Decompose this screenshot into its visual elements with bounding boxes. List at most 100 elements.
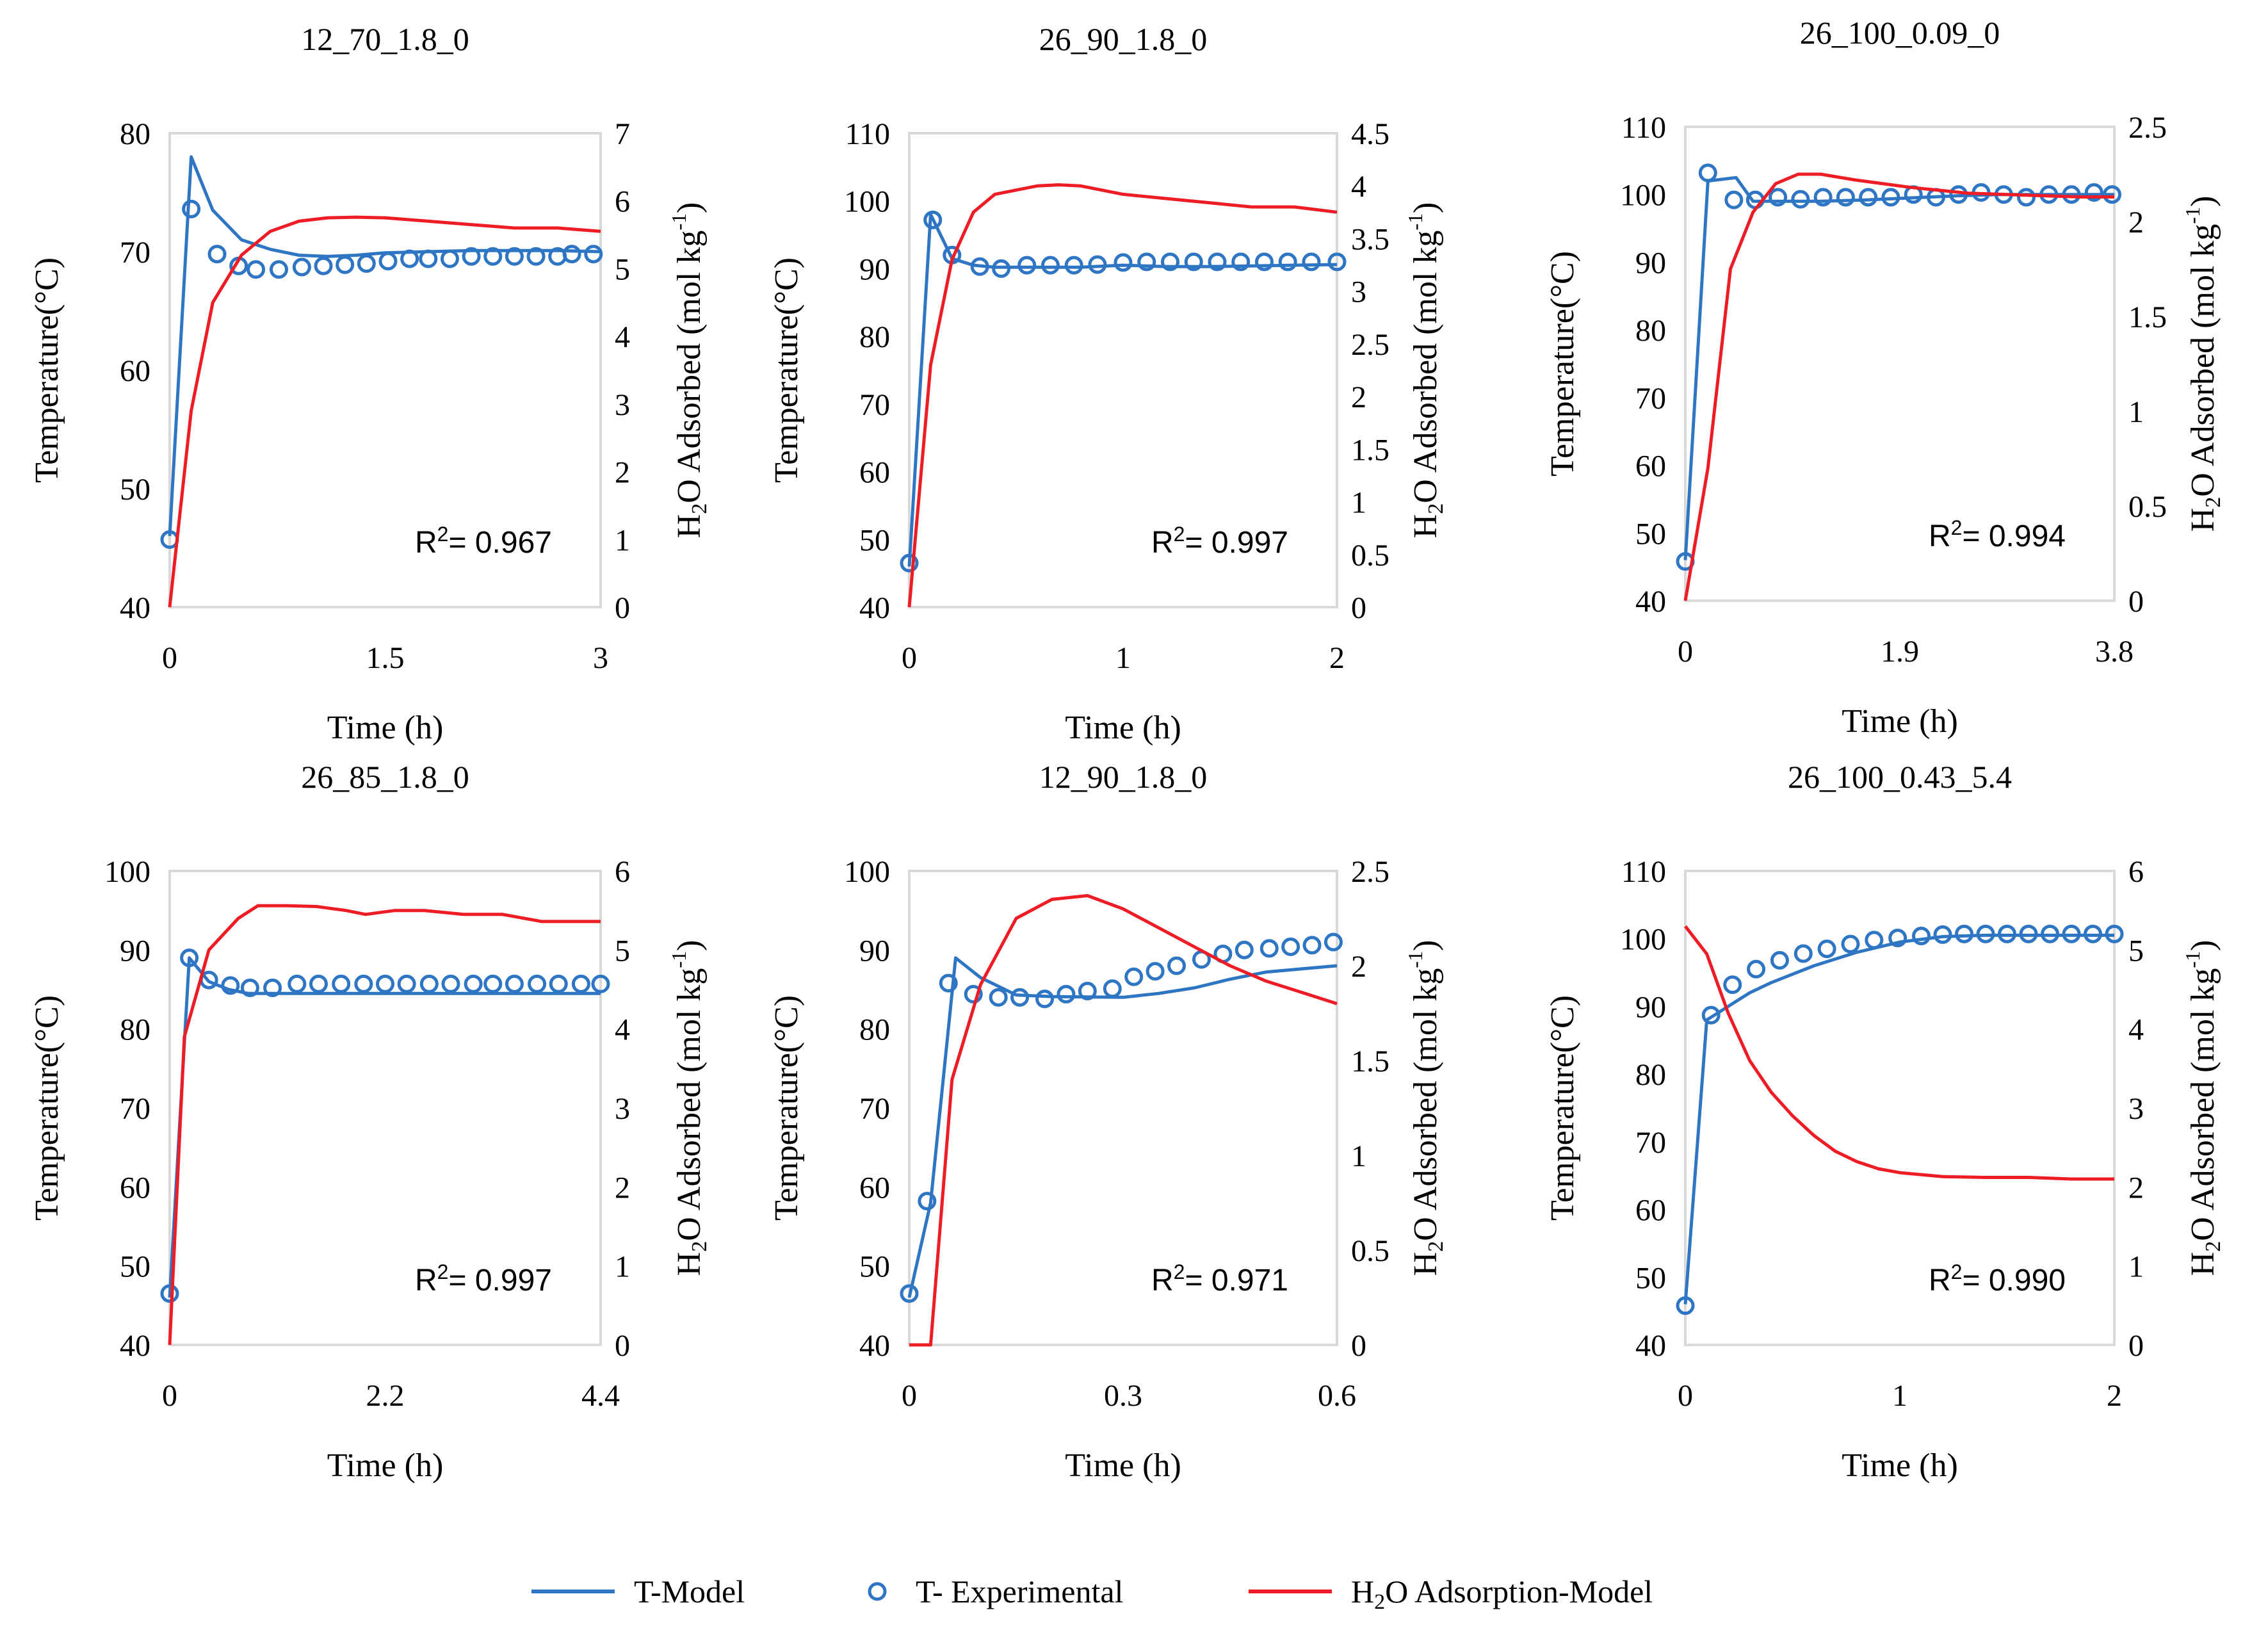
experimental-point xyxy=(464,974,483,993)
experimental-point xyxy=(1208,252,1227,272)
x-tick-label: 1 xyxy=(1115,641,1131,675)
experimental-point xyxy=(2084,183,2103,202)
y-tick-label: 80 xyxy=(1635,1058,1666,1092)
legend-line-icon xyxy=(1249,1590,1332,1593)
y-tick-label: 60 xyxy=(859,1171,890,1205)
y-tick-label: 70 xyxy=(1635,1126,1666,1160)
experimental-point xyxy=(182,199,201,218)
chart-panel-3: 26_100_0.09_0 40 50 60 70 80 90 100 110 0 0.5 1 1.5 2… xyxy=(1544,15,2225,740)
y-tick-label: 80 xyxy=(120,117,150,151)
experimental-point xyxy=(483,974,503,993)
y-tick-label: 40 xyxy=(1635,1329,1666,1363)
experimental-point xyxy=(440,249,459,268)
experimental-point xyxy=(357,254,376,273)
y2-tick-label: 2 xyxy=(1351,950,1366,984)
y-tick-label: 60 xyxy=(1635,1194,1666,1228)
t-model-line xyxy=(168,155,601,537)
plot-frame xyxy=(168,870,602,1346)
plot-frame xyxy=(908,132,1338,608)
legend-item-h2o-model: H2O Adsorption-Model xyxy=(1249,1563,1653,1620)
experimental-point xyxy=(1813,188,1833,207)
y-tick-label: 50 xyxy=(1635,1261,1666,1295)
y2-tick-label: 7 xyxy=(615,117,630,151)
x-tick-label: 0 xyxy=(162,641,177,675)
experimental-point xyxy=(1184,252,1203,272)
y-tick-label: 40 xyxy=(859,591,890,625)
experimental-point xyxy=(1676,1296,1695,1315)
experimental-point xyxy=(1041,256,1060,275)
experimental-point xyxy=(1010,988,1030,1007)
chart-title: 26_90_1.8_0 xyxy=(1039,21,1208,57)
experimental-point xyxy=(584,245,603,264)
chart-panel-2: 26_90_1.8_040506070809010011000.511.522.… xyxy=(768,21,1448,746)
experimental-point xyxy=(505,247,524,266)
experimental-point xyxy=(1302,936,1322,955)
experimental-point xyxy=(462,247,481,266)
plot-frame xyxy=(1684,870,2116,1346)
experimental-point xyxy=(549,974,568,993)
y-tick-label: 100 xyxy=(1620,179,1666,213)
y2-axis-label: H2O Adsorbed (mol kg-1) xyxy=(2181,940,2225,1276)
x-tick-label: 3 xyxy=(593,641,608,675)
experimental-point xyxy=(1859,188,1878,207)
y-tick-label: 60 xyxy=(1635,450,1666,484)
experimental-point xyxy=(376,974,394,993)
experimental-point xyxy=(1114,253,1133,272)
r-squared-label: R2= 0.990 xyxy=(1929,1260,2066,1297)
experimental-point xyxy=(571,974,590,993)
y2-axis-label: H2O Adsorbed (mol kg-1) xyxy=(1404,202,1448,539)
experimental-point xyxy=(160,1284,179,1303)
y2-tick-label: 3 xyxy=(615,388,630,422)
y2-tick-label: 2.5 xyxy=(2128,111,2167,145)
y2-tick-label: 1 xyxy=(1351,486,1366,520)
y2-tick-label: 0 xyxy=(615,591,630,625)
y-tick-label: 60 xyxy=(859,456,890,490)
experimental-point xyxy=(1064,256,1083,275)
y2-tick-label: 1 xyxy=(1351,1139,1366,1173)
y2-tick-label: 4 xyxy=(615,320,630,354)
y-tick-label: 90 xyxy=(1635,246,1666,280)
y2-tick-label: 2 xyxy=(615,456,630,490)
experimental-point xyxy=(400,249,419,268)
y-tick-label: 110 xyxy=(1621,111,1666,145)
experimental-point xyxy=(1865,931,1884,950)
y-tick-label: 90 xyxy=(1635,990,1666,1024)
experimental-point xyxy=(180,948,199,968)
y2-axis-label: H2O Adsorbed (mol kg-1) xyxy=(2181,196,2225,532)
experimental-point xyxy=(2102,185,2121,204)
y2-tick-label: 2.5 xyxy=(1351,855,1389,889)
experimental-point xyxy=(314,256,333,275)
y2-tick-label: 4 xyxy=(615,1013,630,1047)
x-tick-label: 0 xyxy=(1678,635,1693,669)
y-axis-label: Temperature(°C) xyxy=(768,995,805,1221)
experimental-point xyxy=(1235,940,1254,959)
y-tick-label: 40 xyxy=(1635,585,1666,619)
experimental-point xyxy=(1747,959,1766,979)
legend-label: T- Experimental xyxy=(916,1574,1124,1609)
x-tick-label: 0.6 xyxy=(1318,1379,1356,1413)
experimental-point xyxy=(2105,924,2124,943)
y2-tick-label: 0 xyxy=(2128,585,2144,619)
experimental-point xyxy=(1770,951,1789,970)
experimental-point xyxy=(1698,163,1717,183)
y-tick-label: 80 xyxy=(1635,314,1666,348)
t-model-line xyxy=(1683,933,2114,1305)
y-tick-label: 50 xyxy=(120,1250,150,1284)
experimental-point xyxy=(1723,975,1742,995)
y-tick-label: 70 xyxy=(120,236,150,270)
y-tick-label: 100 xyxy=(844,185,890,219)
y2-tick-label: 0.5 xyxy=(1351,539,1389,573)
y-axis-label: Temperature(°C) xyxy=(768,257,805,483)
chart-panel-5: 12_90_1.8_0 40 50 60 70 80 90 100 0 0.5 1 1.5 2 2.5 0 0… xyxy=(768,759,1448,1484)
y2-tick-label: 0 xyxy=(1351,591,1366,625)
experimental-point xyxy=(1998,924,2016,943)
experimental-point xyxy=(1888,929,1908,948)
experimental-point xyxy=(1836,188,1855,207)
y2-tick-label: 2 xyxy=(2128,206,2144,240)
y2-tick-label: 1 xyxy=(2128,1250,2144,1284)
experimental-point xyxy=(1933,925,1952,944)
experimental-point xyxy=(1841,934,1860,954)
experimental-point xyxy=(1088,255,1107,274)
experimental-point xyxy=(528,974,547,993)
